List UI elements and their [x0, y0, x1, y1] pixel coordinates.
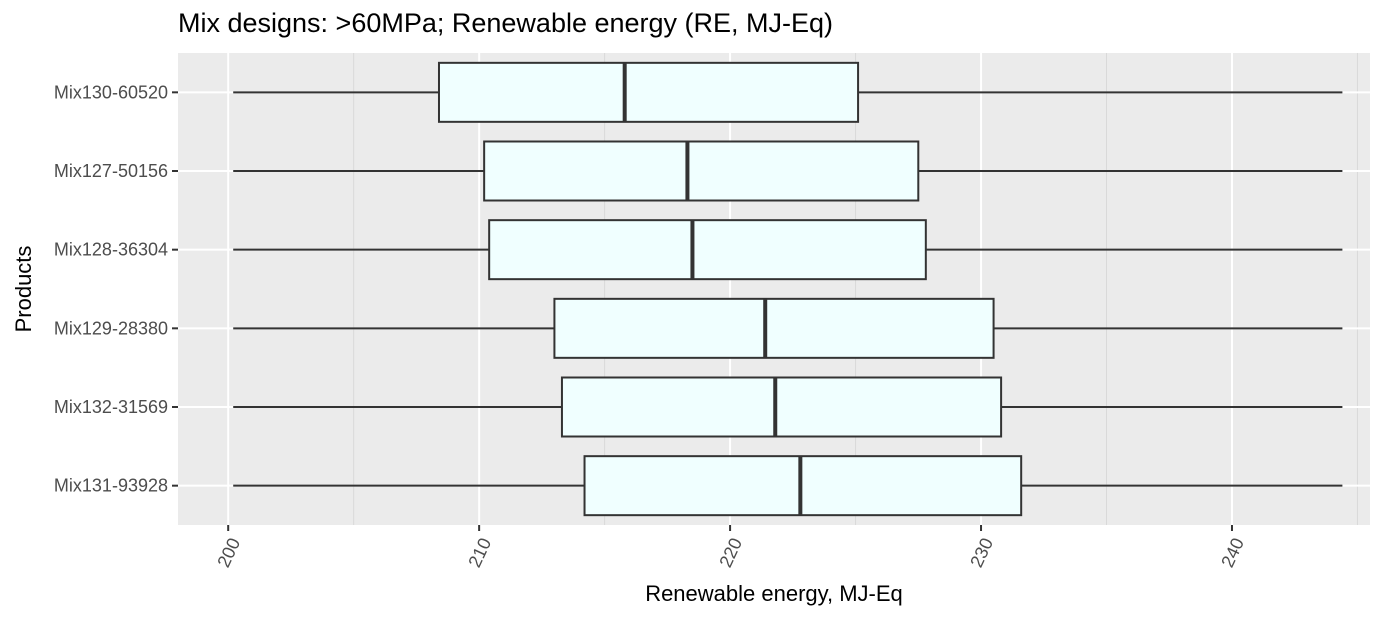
- x-tick-label: 230: [966, 535, 997, 571]
- y-tick-label: Mix128-36304: [54, 240, 168, 260]
- x-tick-label: 210: [464, 535, 495, 571]
- box: [437, 61, 860, 123]
- boxplot-Mix129-28380: [233, 297, 1343, 359]
- plot-panel: [178, 53, 1370, 525]
- boxplot-Mix130-60520: [233, 61, 1343, 123]
- box: [553, 297, 995, 359]
- y-tick-label: Mix132-31569: [54, 397, 168, 417]
- x-axis-title: Renewable energy, MJ-Eq: [645, 581, 903, 606]
- y-tick-label: Mix131-93928: [54, 476, 168, 496]
- box: [488, 219, 927, 281]
- box: [560, 376, 1003, 438]
- y-axis: Mix130-60520 Mix127-50156 Mix128-36304 Mix1…: [54, 82, 178, 496]
- x-tick-label: 240: [1217, 535, 1248, 571]
- boxplot-Mix127-50156: [233, 140, 1343, 202]
- boxplot-Mix131-93928: [233, 455, 1343, 517]
- x-tick-label: 220: [715, 535, 746, 571]
- y-tick-label: Mix127-50156: [54, 161, 168, 181]
- x-tick-label: 200: [213, 535, 244, 571]
- y-tick-label: Mix130-60520: [54, 82, 168, 102]
- boxplot-Mix132-31569: [233, 376, 1343, 438]
- box: [483, 140, 920, 202]
- box: [583, 455, 1023, 517]
- y-axis-title: Products: [11, 246, 36, 333]
- x-axis: 200 210 220 230 240: [213, 525, 1248, 570]
- boxplots: [233, 61, 1343, 517]
- chart-title: Mix designs: >60MPa; Renewable energy (R…: [178, 8, 834, 38]
- y-tick-label: Mix129-28380: [54, 318, 168, 338]
- boxplot-Mix128-36304: [233, 219, 1343, 281]
